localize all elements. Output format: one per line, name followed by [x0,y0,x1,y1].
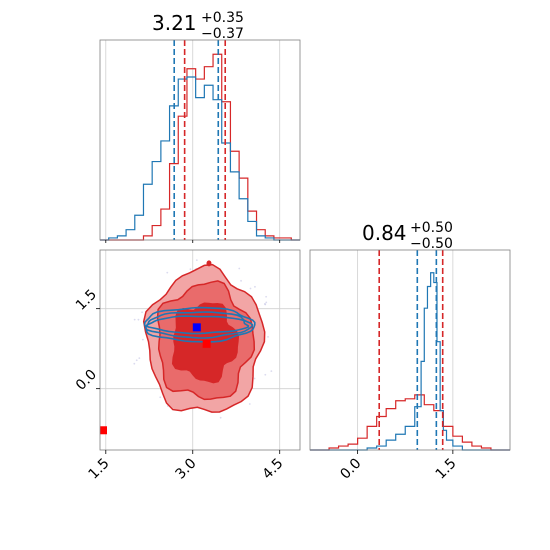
histogram-red-param2 [310,394,510,451]
marginal-param1-panel [99,39,301,243]
sample-point [195,259,198,262]
sample-point [238,267,241,270]
contour-blue-level [145,315,250,335]
edge-marker-red [100,426,107,435]
sample-point [270,370,273,373]
truth-marker-blue [192,323,201,332]
sample-point [138,357,141,360]
sample-point [166,271,169,274]
sample-point [264,373,267,376]
x-tick-label: 1.5 [433,456,460,483]
x-tick-label: 1.5 [86,456,113,483]
joint-panel: 1.5 3.0 4.5 0.0 1.5 [73,249,301,483]
sample-point [249,287,252,290]
sample-point [267,335,269,338]
marginal-param2-panel: 0.0 1.5 [309,249,511,483]
sample-point [135,359,138,362]
axis-frame [99,249,301,451]
sample-point [133,362,136,365]
axis-frame [99,39,301,241]
truth-marker-red [202,339,211,348]
sample-point [137,318,140,321]
sample-point [254,285,256,288]
sample-point [265,301,268,304]
histogram-blue-param1 [100,76,300,241]
contour-red-island [206,260,212,267]
sample-point [189,268,192,271]
x-tick-label: 3.0 [173,456,200,483]
x-tick-label: 0.0 [337,456,364,483]
param1-title-minus: −0.37 [201,26,244,42]
x-tick-label: 4.5 [259,456,286,483]
histogram-blue-param2 [310,272,510,451]
sample-point [141,338,144,341]
param1-title-value: 3.21 [152,11,197,35]
sample-point [248,403,251,405]
axis-frame [309,249,511,451]
param2-title-minus: −0.50 [410,236,453,252]
sample-point [219,416,222,419]
sample-point [159,396,162,399]
param1-title-plus: +0.35 [201,10,244,26]
sample-point [253,377,256,380]
sample-point [133,318,136,321]
y-tick-label: 1.5 [73,287,100,314]
histogram-red-param1 [100,53,300,241]
y-tick-label: 0.0 [73,367,100,394]
sample-point [240,279,242,282]
sample-point [264,303,267,306]
param2-title-plus: +0.50 [410,220,453,236]
sample-point [265,295,268,298]
contour-blue-level [143,306,256,343]
sample-point [141,311,143,314]
param2-title-value: 0.84 [362,221,407,245]
